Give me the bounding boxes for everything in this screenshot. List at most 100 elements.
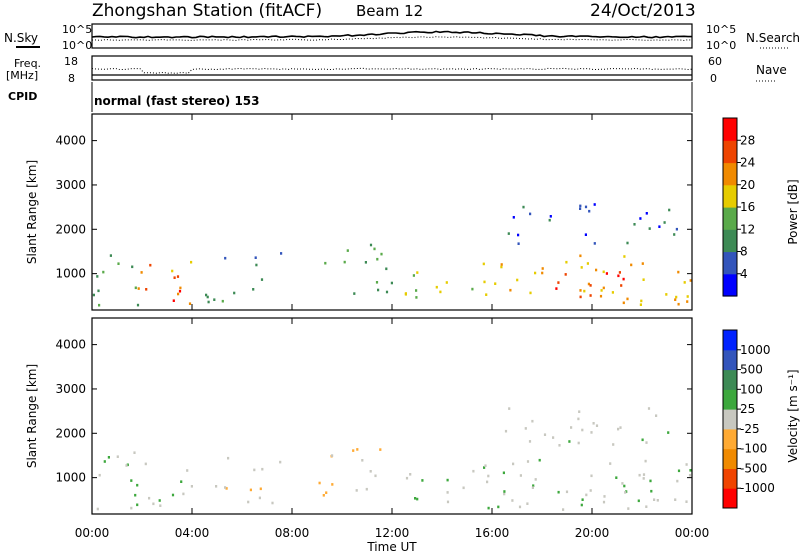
- power-cell: [213, 298, 216, 301]
- velocity-cell: [130, 506, 133, 510]
- noise-sky-trace: [91, 30, 692, 39]
- velocity-cell: [159, 504, 162, 507]
- nsearch-label: N.Search: [746, 31, 800, 45]
- power-cell: [602, 286, 605, 290]
- power-cell: [96, 275, 99, 278]
- date-label: 24/Oct/2013: [590, 1, 696, 21]
- y-tick-label: 3000: [55, 382, 86, 396]
- velocity-cell: [416, 497, 419, 501]
- y-tick-label: 4000: [55, 134, 86, 148]
- velocity-cell: [503, 490, 506, 493]
- x-tick-label: 20:00: [575, 526, 610, 540]
- power-cell: [529, 291, 532, 295]
- power-cell: [689, 279, 692, 282]
- power-scatter-data: [92, 203, 692, 307]
- power-cell: [517, 233, 520, 237]
- colorbar-segment: [723, 389, 737, 410]
- velocity-cell: [653, 498, 656, 501]
- velocity-cell: [519, 474, 522, 477]
- velocity-cell: [130, 479, 133, 482]
- velocity-cell: [133, 451, 136, 454]
- colorbar-frame: [722, 329, 738, 509]
- power-cell: [364, 261, 367, 264]
- velocity-scatter-data: [96, 407, 692, 511]
- colorbar-tick-label: 8: [740, 245, 748, 259]
- velocity-cell: [355, 489, 358, 492]
- power-cell: [221, 299, 224, 303]
- velocity-cell: [534, 478, 537, 481]
- power-cell: [586, 262, 589, 265]
- velocity-cell: [152, 502, 155, 506]
- power-cell: [485, 293, 488, 296]
- y-tick-label: 1000: [55, 471, 86, 485]
- velocity-cell: [271, 501, 274, 505]
- velocity-cell: [249, 488, 252, 492]
- power-cell: [178, 289, 182, 293]
- power-cell: [630, 263, 633, 267]
- velocity-cell: [508, 407, 511, 410]
- velocity-cell: [148, 496, 151, 500]
- power-cell: [134, 286, 137, 290]
- velocity-cell: [325, 491, 328, 494]
- colorbar-tick-label: 16: [740, 200, 755, 214]
- power-cell: [482, 262, 485, 266]
- velocity-cell: [590, 431, 593, 434]
- velocity-cell: [224, 486, 227, 489]
- power-cell: [584, 233, 587, 236]
- power-cell: [618, 271, 621, 274]
- power-cell: [579, 289, 582, 292]
- station-title: Zhongshan Station (fitACF): [92, 1, 322, 21]
- velocity-cell: [279, 460, 282, 464]
- power-cell: [580, 266, 583, 269]
- power-cell: [179, 286, 182, 290]
- colorbar-tick-label: 25: [740, 402, 755, 416]
- velocity-colorbar-label: Velocity [m s⁻¹]: [786, 369, 800, 462]
- velocity-cell: [215, 485, 218, 488]
- nave-trace: [91, 67, 693, 74]
- power-cell: [206, 295, 209, 299]
- power-cell: [145, 288, 148, 291]
- power-cell: [353, 292, 356, 295]
- power-cell: [677, 270, 680, 274]
- velocity-cell: [414, 497, 417, 500]
- colorbar-segment: [723, 428, 737, 450]
- colorbar-tick-label: 20: [740, 178, 755, 192]
- power-cell: [675, 295, 678, 299]
- power-ylabel: Slant Range [km]: [25, 160, 39, 264]
- power-cell: [622, 277, 625, 281]
- power-cell: [416, 271, 419, 274]
- power-cell: [686, 295, 689, 298]
- nsky-label: N.Sky: [4, 31, 38, 45]
- power-cell: [376, 257, 379, 261]
- velocity-cell: [538, 458, 541, 462]
- velocity-cell: [446, 491, 449, 494]
- power-cell: [171, 269, 174, 273]
- power-cell: [507, 232, 510, 235]
- colorbar-tick-label: 1000: [740, 343, 771, 357]
- power-cell: [92, 293, 95, 297]
- power-cell: [658, 225, 661, 228]
- power-cell: [620, 284, 623, 287]
- colorbar-tick-label: 24: [740, 156, 755, 170]
- x-tick-label: 12:00: [375, 526, 410, 540]
- power-cell: [602, 270, 605, 274]
- power-cell: [633, 223, 636, 226]
- velocity-cell: [144, 462, 147, 466]
- freq-unit-label: [MHz]: [6, 69, 38, 82]
- velocity-cell: [531, 419, 534, 423]
- power-cell: [343, 260, 346, 264]
- velocity-cell: [619, 426, 622, 429]
- power-cell: [176, 275, 180, 278]
- power-cell: [665, 293, 668, 296]
- power-cell: [500, 263, 503, 266]
- power-cell: [385, 267, 388, 271]
- velocity-cell: [318, 481, 321, 485]
- power-cell: [593, 242, 596, 245]
- power-cell: [509, 288, 512, 292]
- colorbar-tick-label: -25: [740, 422, 760, 436]
- velocity-cell: [225, 487, 228, 490]
- velocity-cell: [103, 460, 106, 463]
- power-cell: [512, 216, 515, 219]
- velocity-cell: [568, 440, 571, 443]
- power-cell: [207, 300, 210, 304]
